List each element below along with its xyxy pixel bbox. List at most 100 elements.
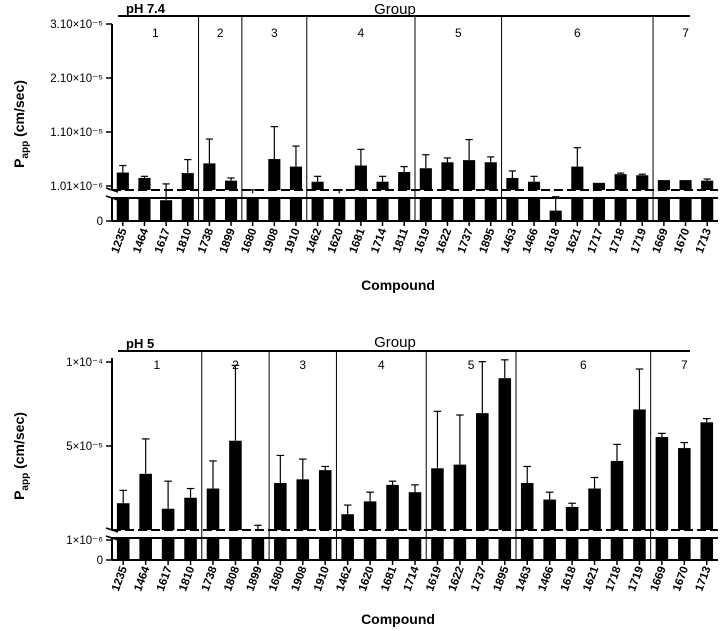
x-axis-title: Compound: [361, 277, 435, 293]
group-number: 5: [468, 358, 475, 372]
x-tick-label: 1669: [649, 565, 669, 593]
bar: [610, 460, 624, 530]
bar: [636, 198, 649, 221]
bar: [161, 508, 175, 530]
bar: [203, 198, 216, 221]
bar: [363, 501, 377, 530]
bar: [139, 538, 152, 560]
x-tick-label: 1669: [651, 227, 671, 255]
x-tick-label: 1681: [348, 226, 368, 255]
bar: [571, 166, 584, 190]
y-axis-title-main: P: [11, 491, 27, 500]
bar: [678, 448, 691, 530]
x-tick-label: 1670: [671, 565, 691, 593]
bar: [679, 198, 692, 221]
bar: [376, 181, 389, 190]
x-tick-label: 1621: [581, 564, 601, 593]
x-tick-label: 1680: [239, 227, 259, 255]
bar: [614, 198, 627, 221]
group-number: 3: [271, 26, 278, 40]
y-axis-title-unit: (cm/sec): [11, 412, 27, 473]
bar: [520, 538, 534, 560]
bar: [116, 538, 130, 560]
bar: [655, 538, 669, 560]
bar: [311, 181, 324, 190]
bar: [679, 180, 692, 190]
x-tick-label: 1462: [304, 227, 324, 255]
bar: [318, 470, 332, 530]
x-tick-label: 1714: [369, 226, 389, 255]
bar: [592, 182, 606, 190]
y-axis-title-sub: app: [20, 473, 31, 491]
bar: [636, 175, 649, 190]
x-axis-title: Compound: [361, 611, 435, 627]
bar: [520, 483, 534, 530]
bar: [408, 538, 422, 560]
x-tick-label: 1737: [469, 565, 489, 593]
bar: [506, 198, 519, 221]
bar: [386, 484, 399, 530]
group-number: 6: [580, 358, 587, 372]
x-tick-label: 1621: [564, 226, 584, 255]
bar: [453, 464, 467, 530]
bar: [268, 159, 281, 190]
x-tick-label: 1670: [672, 227, 692, 255]
x-tick-label: 1718: [604, 564, 624, 593]
bar: [251, 538, 265, 560]
x-tick-label: 1618: [559, 564, 579, 593]
bar: [441, 162, 454, 190]
bar: [543, 538, 556, 560]
bar: [463, 160, 476, 190]
y-tick-label: 0: [97, 555, 103, 567]
x-tick-label: 1810: [175, 227, 195, 255]
y-tick-label: 2.10×10⁻⁵: [50, 73, 103, 85]
x-tick-label: 1811: [391, 226, 411, 254]
y-axis-title-main: P: [11, 159, 27, 168]
bar: [246, 198, 259, 221]
x-tick-label: 1618: [542, 226, 562, 255]
y-tick-label: 1.10×10⁻⁵: [50, 127, 103, 139]
bar: [181, 173, 194, 190]
x-tick-label: 1466: [536, 565, 556, 593]
x-tick-label: 1617: [155, 565, 175, 593]
bar: [289, 166, 303, 190]
x-tick-label: 1680: [267, 565, 287, 593]
bar: [633, 538, 646, 560]
bar: [363, 538, 377, 560]
bar: [700, 538, 714, 560]
x-tick-label: 1908: [290, 564, 310, 593]
bar: [203, 163, 216, 190]
group-number: 3: [299, 358, 306, 372]
bar: [229, 440, 242, 530]
bar: [441, 198, 454, 221]
x-tick-label: 1719: [626, 565, 646, 593]
bar: [268, 198, 281, 221]
y-axis-title-sub: app: [20, 141, 31, 159]
bar: [700, 422, 714, 530]
bar: [318, 538, 332, 560]
bar: [431, 538, 444, 560]
bar: [311, 198, 324, 221]
group-number: 2: [217, 26, 224, 40]
x-tick-label: 1895: [492, 564, 512, 593]
bar: [565, 538, 579, 560]
x-tick-label: 1738: [200, 564, 220, 593]
bar: [224, 180, 238, 190]
bar: [341, 538, 354, 560]
bar: [549, 210, 562, 221]
x-tick-label: 1462: [334, 565, 354, 593]
bar: [184, 538, 197, 560]
x-tick-label: 1619: [413, 227, 433, 255]
bar: [476, 538, 489, 560]
bar: [333, 198, 346, 221]
bar: [139, 473, 152, 530]
x-tick-label: 1464: [132, 564, 152, 593]
bar: [274, 483, 287, 530]
x-tick-label: 1622: [447, 565, 467, 593]
bar: [138, 198, 151, 221]
bar: [633, 409, 646, 530]
bar: [206, 488, 220, 530]
x-tick-label: 1620: [357, 565, 377, 593]
ph-label: pH 7.4: [126, 1, 166, 16]
